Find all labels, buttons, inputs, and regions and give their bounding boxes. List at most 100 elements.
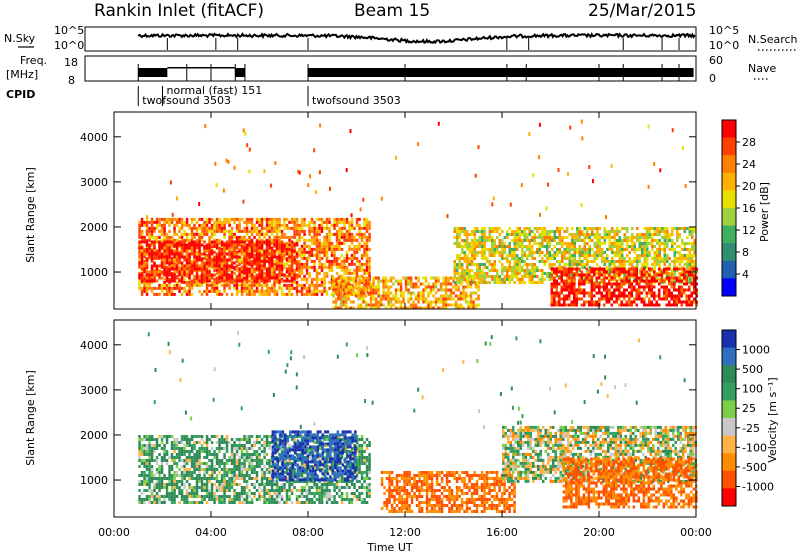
power-cell bbox=[486, 275, 489, 278]
power-cell bbox=[499, 245, 502, 248]
velocity-cell bbox=[161, 471, 164, 474]
power-cell bbox=[263, 284, 266, 287]
power-cell bbox=[213, 224, 216, 227]
power-cell bbox=[554, 233, 557, 236]
power-cell bbox=[366, 242, 369, 245]
power-cell bbox=[672, 128, 674, 132]
power-cell bbox=[362, 286, 365, 289]
power-cell bbox=[256, 262, 258, 265]
power-cell bbox=[568, 292, 571, 295]
power-cell bbox=[258, 290, 261, 293]
power-cell bbox=[559, 260, 562, 263]
power-cell bbox=[191, 250, 194, 253]
power-cell bbox=[248, 268, 251, 271]
power-cell bbox=[316, 278, 319, 281]
power-cell bbox=[509, 233, 512, 236]
power-cell bbox=[236, 256, 239, 259]
power-cell bbox=[591, 271, 594, 274]
power-cell bbox=[168, 247, 171, 250]
power-cell bbox=[352, 280, 355, 283]
power-cell bbox=[231, 265, 234, 268]
power-cell bbox=[258, 262, 261, 265]
power-cell bbox=[481, 227, 484, 230]
power-cell bbox=[494, 230, 497, 233]
power-cell bbox=[206, 262, 209, 265]
power-cell bbox=[236, 244, 239, 247]
power-cell bbox=[198, 218, 201, 221]
power-cell bbox=[286, 245, 289, 248]
power-cell bbox=[178, 274, 181, 277]
power-cell bbox=[335, 286, 338, 289]
power-cell bbox=[581, 203, 583, 207]
power-cell bbox=[693, 280, 696, 283]
power-cell bbox=[258, 271, 261, 274]
power-cell bbox=[494, 248, 497, 251]
power-cell bbox=[268, 274, 271, 277]
power-cell bbox=[143, 284, 146, 287]
power-cell bbox=[466, 260, 469, 263]
power-cell bbox=[641, 233, 644, 236]
power-cell bbox=[151, 265, 154, 268]
power-cell bbox=[484, 239, 487, 242]
power-cell bbox=[469, 263, 472, 266]
power-cell bbox=[168, 236, 171, 239]
power-cell bbox=[316, 218, 319, 221]
power-cell bbox=[186, 281, 189, 284]
power-cell bbox=[151, 236, 154, 239]
velocity-cell bbox=[148, 453, 151, 456]
power-cell bbox=[511, 278, 514, 281]
power-cell bbox=[594, 233, 597, 236]
power-cell bbox=[161, 265, 164, 268]
power-cell bbox=[198, 202, 200, 206]
power-cell bbox=[437, 301, 440, 304]
power-cell bbox=[430, 289, 433, 292]
power-cell bbox=[216, 183, 218, 187]
power-cell bbox=[385, 283, 388, 286]
power-cell bbox=[358, 242, 361, 245]
power-cell bbox=[221, 227, 224, 230]
power-cell bbox=[318, 266, 321, 269]
power-cell bbox=[611, 292, 614, 295]
power-cell bbox=[326, 245, 329, 248]
power-cell bbox=[243, 230, 246, 233]
power-cell bbox=[425, 298, 428, 301]
velocity-cell bbox=[158, 501, 161, 504]
power-cell bbox=[227, 160, 229, 164]
power-cell bbox=[676, 277, 679, 280]
power-cell bbox=[544, 233, 547, 236]
power-cell bbox=[618, 274, 621, 277]
power-cell bbox=[271, 227, 274, 230]
power-cell bbox=[375, 304, 378, 307]
velocity-cell bbox=[153, 501, 156, 504]
power-cell bbox=[146, 293, 149, 296]
power-cell bbox=[466, 278, 469, 281]
power-cell bbox=[653, 277, 656, 280]
velocity-cell bbox=[141, 498, 144, 501]
power-cell bbox=[646, 248, 649, 251]
velocity-cell bbox=[156, 498, 159, 501]
power-cell bbox=[248, 230, 251, 233]
power-cell bbox=[504, 242, 507, 245]
power-cell bbox=[248, 256, 251, 259]
power-cell bbox=[251, 281, 254, 284]
power-cell bbox=[377, 277, 380, 280]
power-cell bbox=[616, 289, 619, 292]
power-cell bbox=[618, 292, 621, 295]
power-cell bbox=[691, 257, 694, 260]
velocity-cell bbox=[148, 483, 151, 486]
power-cell bbox=[328, 230, 331, 233]
power-cell bbox=[574, 257, 577, 260]
power-cell bbox=[271, 242, 274, 245]
power-cell bbox=[616, 245, 619, 248]
power-cell bbox=[688, 304, 691, 307]
power-cell bbox=[400, 292, 403, 295]
power-cell bbox=[511, 275, 514, 278]
power-cell bbox=[681, 257, 684, 260]
power-cell bbox=[476, 281, 479, 284]
power-cell bbox=[673, 268, 676, 271]
power-cell bbox=[248, 284, 251, 287]
power-cell bbox=[148, 271, 151, 274]
power-cell bbox=[181, 287, 184, 290]
power-cell bbox=[380, 298, 383, 301]
power-cell bbox=[427, 304, 430, 307]
